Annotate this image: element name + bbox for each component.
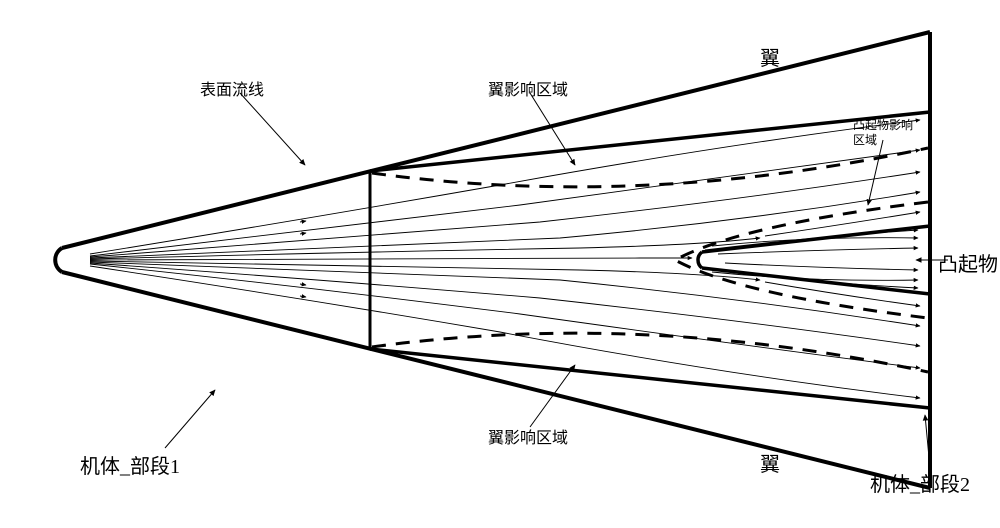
protrusion-influence-dashed bbox=[675, 202, 928, 318]
streamlines bbox=[90, 120, 920, 398]
label-body-seg2: 机体_部段2 bbox=[870, 468, 970, 497]
protrusion bbox=[698, 226, 930, 294]
label-wing-influence-top: 翼影响区域 bbox=[488, 76, 568, 100]
label-body-seg1: 机体_部段1 bbox=[80, 450, 180, 479]
label-protrusion: 凸起物 bbox=[938, 248, 998, 277]
label-wing-top: 翼 bbox=[760, 42, 780, 71]
wing-influence-dashed-bottom bbox=[372, 333, 928, 372]
diagram-container: 翼 翼 表面流线 翼影响区域 翼影响区域 凸起物影响 区域 凸起物 机体_部段1… bbox=[0, 0, 1000, 528]
label-protrusion-influence-l1: 凸起物影响 bbox=[853, 118, 913, 134]
label-wing-bottom: 翼 bbox=[760, 448, 780, 477]
annotation-lines bbox=[165, 93, 948, 468]
wing-influence-dashed-top bbox=[372, 148, 928, 187]
label-surface-streamline: 表面流线 bbox=[200, 76, 264, 100]
wing-boundary-bottom bbox=[370, 349, 930, 408]
label-wing-influence-bottom: 翼影响区域 bbox=[488, 424, 568, 448]
wing-boundary-top bbox=[370, 112, 930, 171]
label-protrusion-influence-l2: 区域 bbox=[853, 133, 877, 149]
